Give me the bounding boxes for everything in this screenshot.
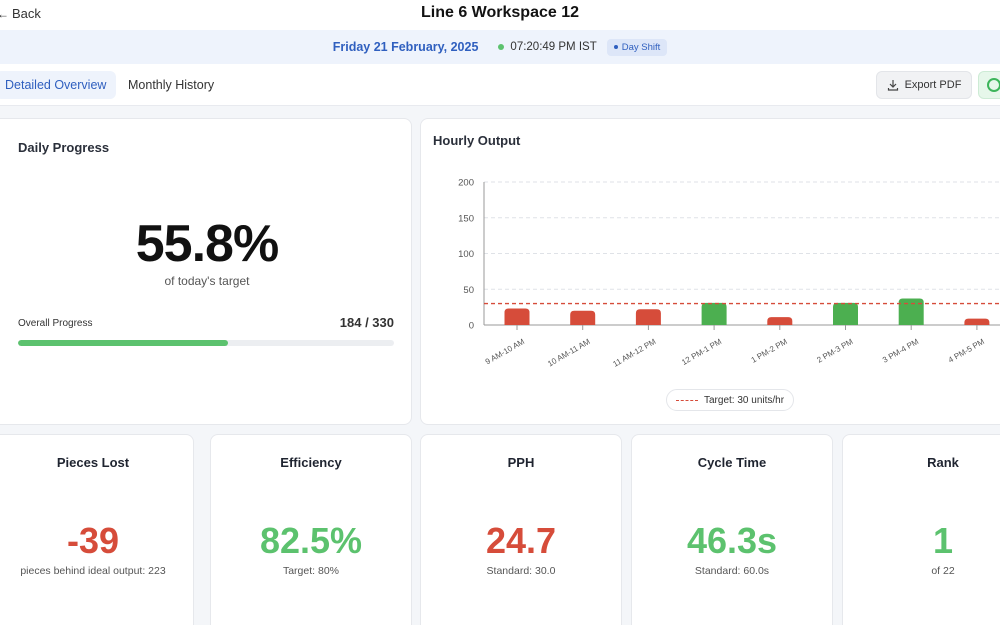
hourly-output-card: Hourly Output 0 50 100 150 200 9 AM-10 AM 10 A… — [420, 118, 1000, 425]
metric-card-pieces-lost: Pieces Lost -39 pieces behind ideal outp… — [0, 434, 194, 625]
metric-title: Pieces Lost — [56, 455, 130, 470]
bar — [635, 309, 661, 325]
chart-legend: Target: 30 units/hr — [666, 389, 795, 411]
x-tick-label: 12 PM-1 PM — [680, 337, 723, 367]
overall-progress-count: 184 / 330 — [339, 315, 394, 330]
tab-detailed-overview[interactable]: Detailed Overview — [0, 71, 117, 99]
hourly-output-title: Hourly Output — [433, 133, 521, 148]
y-tick-label: 200 — [458, 178, 474, 189]
export-pdf-button[interactable]: Export PDF — [876, 71, 972, 99]
bar — [898, 298, 924, 325]
date-bar: Friday 21 February, 2025 07:20:49 PM IST… — [0, 30, 1000, 64]
live-dot-icon — [498, 44, 505, 50]
daily-progress-title: Daily Progress — [18, 140, 110, 155]
bar — [570, 310, 596, 325]
x-tick-label: 4 PM-5 PM — [947, 337, 986, 365]
y-tick-label: 100 — [458, 249, 474, 260]
overall-progress-label: Overall Progress — [18, 318, 93, 329]
hourly-output-chart: 0 50 100 150 200 9 AM-10 AM 10 AM-11 AM 11 AM-1… — [458, 178, 1000, 369]
bar — [701, 302, 727, 325]
daily-progress-card: Daily Progress 55.8% of today's target O… — [0, 118, 412, 425]
progress-bar — [18, 340, 394, 346]
metric-value: -39 — [66, 520, 120, 561]
bar — [964, 318, 990, 325]
x-tick-label: 11 AM-12 PM — [611, 337, 657, 369]
export-pdf-label: Export PDF — [904, 79, 962, 91]
progress-percent: 55.8% — [135, 215, 279, 273]
back-label: Back — [12, 6, 41, 21]
metric-card-cycle-time: Cycle Time 46.3s Standard: 60.0s — [631, 434, 833, 625]
tab-monthly-history[interactable]: Monthly History — [128, 78, 215, 92]
time-text: 07:20:49 PM IST — [510, 41, 597, 53]
x-tick-label: 2 PM-3 PM — [815, 337, 854, 365]
x-tick-label: 10 AM-11 AM — [546, 337, 592, 369]
metric-title: Efficiency — [280, 455, 342, 470]
x-tick-label: 3 PM-4 PM — [881, 337, 920, 365]
progress-subtitle: of today's target — [164, 274, 250, 288]
share-whatsapp-button[interactable] — [978, 71, 1000, 99]
y-tick-label: 50 — [463, 285, 474, 296]
target-line-swatch — [676, 399, 698, 401]
metric-card-rank: Rank 1 of 22 — [842, 434, 1000, 625]
current-time: 07:20:49 PM IST — [498, 41, 597, 53]
back-button[interactable]: ← Back — [0, 6, 41, 21]
y-tick-label: 0 — [469, 321, 474, 332]
metric-card-pph: PPH 24.7 Standard: 30.0 — [420, 434, 622, 625]
metric-subtitle: pieces behind ideal output: 223 — [20, 565, 166, 577]
whatsapp-icon — [987, 78, 1000, 92]
metric-value: 1 — [932, 520, 954, 561]
shift-badge: Day Shift — [606, 38, 668, 56]
top-bar: ← Back Line 6 Workspace 12 — [0, 0, 1000, 30]
progress-bar-fill — [18, 340, 228, 346]
shift-dot-icon — [613, 45, 618, 49]
current-date: Friday 21 February, 2025 — [332, 40, 479, 54]
metric-subtitle: Target: 80% — [282, 565, 340, 577]
metric-subtitle: Standard: 60.0s — [694, 565, 770, 577]
x-tick-label: 1 PM-2 PM — [750, 337, 789, 365]
metric-title: Cycle Time — [697, 455, 767, 470]
arrow-left-icon: ← — [0, 6, 9, 21]
x-tick-label: 9 AM-10 AM — [484, 337, 527, 367]
shift-label: Day Shift — [621, 41, 661, 53]
metric-subtitle: of 22 — [931, 565, 955, 577]
metric-value: 24.7 — [485, 520, 557, 561]
bar — [833, 302, 858, 325]
y-tick-label: 150 — [458, 213, 474, 224]
metric-value: 46.3s — [686, 520, 778, 561]
metric-value: 82.5% — [259, 520, 363, 561]
metric-card-efficiency: Efficiency 82.5% Target: 80% — [210, 434, 412, 625]
download-icon — [887, 80, 898, 91]
metric-title: PPH — [507, 455, 535, 470]
page-title: Line 6 Workspace 12 — [421, 4, 579, 21]
tab-bar: Detailed Overview Monthly History Export… — [0, 64, 1000, 106]
bar — [767, 317, 793, 325]
metric-subtitle: Standard: 30.0 — [486, 565, 556, 577]
legend-label: Target: 30 units/hr — [704, 394, 785, 406]
bar — [504, 308, 530, 325]
metric-title: Rank — [927, 455, 959, 470]
